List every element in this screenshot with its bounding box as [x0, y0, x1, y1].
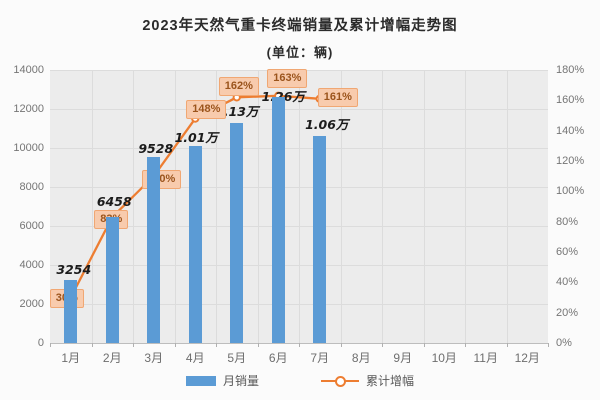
x-axis-label: 7月: [310, 351, 330, 365]
bar-3月: [147, 157, 161, 343]
bar-value-label: 6458: [96, 194, 132, 210]
y-axis-label: 2000: [19, 298, 44, 310]
gridline-v: [257, 70, 259, 343]
legend-item-growth: 累计增幅: [321, 372, 414, 389]
gridline-v: [216, 70, 217, 343]
bar-6月: [271, 97, 285, 343]
chart-title: 2023年天然气重卡终端销量及累计增幅走势图: [142, 18, 458, 34]
line-legend-swatch: [321, 375, 359, 387]
growth-callout: 162%: [218, 77, 259, 97]
y2-axis-label: 160%: [556, 94, 585, 107]
bar-value-label: 1.06万: [305, 117, 349, 133]
x-axis-label: 5月: [227, 351, 247, 365]
gridline-v: [506, 70, 508, 343]
x-axis-tick: [174, 343, 176, 347]
bar-2月: [105, 217, 119, 343]
x-axis-label: 6月: [268, 351, 288, 365]
y2-axis-label: 0%: [556, 337, 572, 349]
x-axis-tick: [423, 343, 425, 347]
bar-4月: [188, 146, 202, 343]
gridline-v: [465, 70, 466, 343]
y-axis-label: 12000: [13, 103, 44, 115]
x-axis-tick: [340, 343, 342, 347]
y2-axis-label: 40%: [556, 276, 579, 289]
bar-5月: [230, 122, 244, 343]
y2-axis-label: 20%: [556, 306, 579, 319]
y2-axis-label: 120%: [556, 155, 585, 167]
bar-7月: [313, 136, 327, 343]
x-axis-tick: [133, 343, 134, 347]
y2-axis-label: 100%: [556, 185, 585, 198]
x-axis-label: 11月: [473, 351, 498, 365]
plot-area: [50, 70, 548, 343]
x-axis-tick: [465, 343, 466, 347]
y-axis-label: 4000: [19, 259, 44, 271]
legend-growth-label: 累计增幅: [366, 374, 415, 388]
line-marker-icon: [335, 375, 346, 387]
legend-item-sales: 月销量: [185, 372, 259, 389]
x-axis-label: 3月: [144, 351, 164, 365]
gridline-v: [174, 70, 176, 343]
y-axis-label: 8000: [19, 181, 44, 193]
legend-sales-label: 月销量: [222, 374, 259, 388]
x-axis-tick: [506, 343, 508, 347]
x-axis-label: 12月: [514, 351, 540, 365]
x-axis-tick: [91, 343, 93, 347]
chart-subtitle: (单位：辆): [266, 45, 334, 60]
y-axis-label: 0: [37, 337, 44, 349]
x-axis-tick: [299, 343, 300, 347]
x-axis-tick: [548, 343, 549, 347]
growth-callout: 148%: [186, 99, 227, 119]
bar-legend-swatch: [185, 375, 216, 386]
growth-callout: 163%: [267, 68, 308, 88]
y2-axis-label: 180%: [556, 64, 585, 76]
bar-value-label: 1.01万: [174, 130, 218, 146]
x-axis-tick: [216, 343, 217, 347]
gridline-v: [382, 70, 383, 343]
gridline-v: [133, 70, 134, 343]
gridline-v: [91, 70, 93, 343]
gridline-v: [423, 70, 425, 343]
x-axis-label: 4月: [185, 351, 205, 365]
x-axis-label: 10月: [431, 351, 457, 365]
bar-value-label: 3254: [56, 261, 92, 277]
x-axis-label: 8月: [351, 351, 371, 365]
y-axis-label: 6000: [19, 220, 44, 232]
legend: 月销量 累计增幅: [0, 372, 600, 389]
x-axis-label: 1月: [61, 351, 81, 365]
gridline-v: [340, 70, 342, 343]
x-axis-tick: [257, 343, 259, 347]
y2-axis-label: 140%: [556, 124, 585, 137]
y-axis-label: 14000: [13, 64, 44, 76]
growth-callout: 161%: [317, 87, 358, 107]
x-axis-label: 2月: [102, 351, 122, 365]
y2-axis-label: 60%: [556, 246, 579, 258]
bar-1月: [64, 279, 78, 343]
x-axis-tick: [382, 343, 383, 347]
y-axis-label: 10000: [13, 142, 44, 154]
bar-value-label: 9528: [138, 141, 174, 157]
gridline-v: [299, 70, 300, 343]
x-axis-tick: [50, 343, 51, 347]
y2-axis-label: 80%: [556, 215, 579, 228]
x-axis-label: 9月: [393, 351, 413, 365]
